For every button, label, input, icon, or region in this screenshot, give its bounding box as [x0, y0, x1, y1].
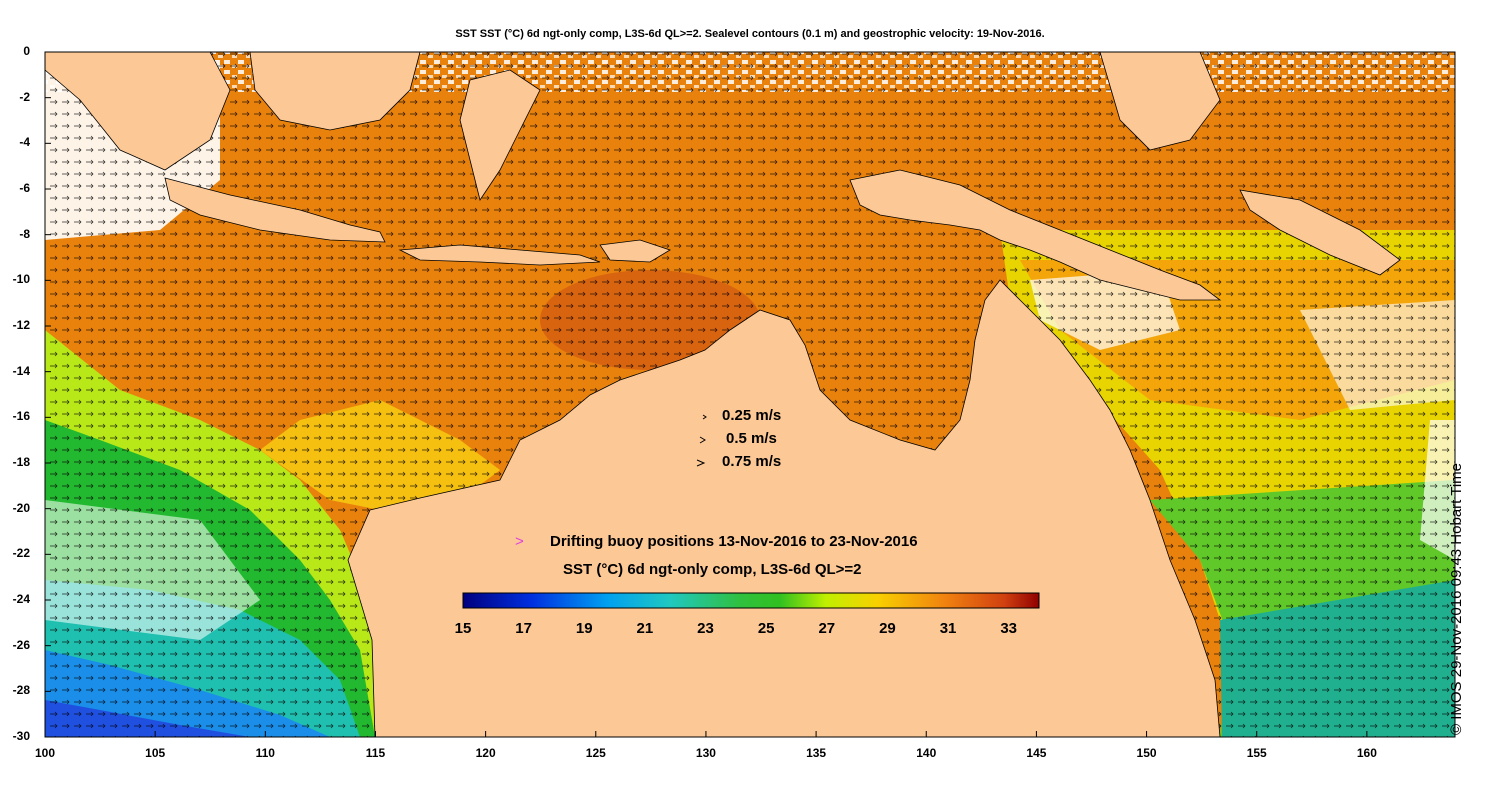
colorbar-tick-label: 27 [818, 620, 836, 637]
x-tick-label: 100 [34, 746, 56, 760]
velocity-legend-arrows [696, 414, 707, 467]
y-tick-label: -20 [12, 500, 30, 515]
colorbar-label: SST (°C) 6d ngt-only comp, L3S-6d QL>=2 [563, 561, 862, 578]
colorbar-tick-label: 29 [879, 620, 896, 637]
y-tick-label: 0 [23, 44, 30, 58]
y-tick-label: -6 [19, 181, 30, 195]
buoy-legend-label: Drifting buoy positions 13-Nov-2016 to 2… [550, 533, 918, 550]
x-tick-label: 110 [255, 746, 275, 760]
x-tick-label: 135 [806, 746, 827, 760]
colorbar-tick-label: 17 [515, 620, 532, 637]
velocity-legend-025: 0.25 m/s [722, 407, 782, 424]
y-tick-label: -16 [12, 409, 30, 424]
colorbar-tick-label: 25 [757, 620, 775, 637]
x-tick-label: 145 [1026, 746, 1047, 760]
x-tick-label: 150 [1136, 746, 1157, 760]
x-tick-label: 120 [475, 746, 496, 760]
colorbar [462, 592, 1040, 609]
x-tick-label: 125 [585, 746, 606, 760]
colorbar-tick-label: 33 [1000, 620, 1018, 637]
y-tick-label: -2 [19, 89, 30, 104]
colorbar-tick-label: 31 [939, 620, 957, 637]
velocity-legend-075: 0.75 m/s [722, 453, 782, 470]
x-tick-label: 140 [916, 746, 937, 760]
y-tick-label: -14 [12, 363, 30, 378]
y-tick-label: -26 [12, 637, 30, 652]
y-tick-label: -4 [19, 135, 30, 150]
map-title: SST SST (°C) 6d ngt-only comp, L3S-6d QL… [455, 28, 1045, 40]
x-tick-label: 155 [1246, 746, 1267, 760]
x-tick-label: 130 [695, 746, 716, 760]
credit-text: © IMOS 29-Nov-2016 09:43 Hobart Time [1448, 462, 1465, 735]
velocity-legend-05: 0.5 m/s [726, 430, 777, 447]
x-tick-label: 160 [1356, 746, 1377, 760]
colorbar-tick-label: 15 [454, 620, 472, 637]
x-tick-label: 105 [145, 746, 166, 760]
axis-ticks [44, 51, 1368, 738]
y-tick-label: -10 [12, 272, 30, 287]
colorbar-tick-label: 19 [575, 620, 593, 637]
y-tick-label: -8 [19, 226, 30, 241]
y-tick-label: -22 [12, 546, 30, 561]
colorbar-tick-label: 23 [697, 620, 714, 637]
y-tick-label: -18 [12, 455, 30, 469]
colorbar-tick-label: 21 [636, 620, 654, 637]
y-tick-label: -28 [12, 683, 30, 698]
y-tick-label: -30 [12, 729, 30, 743]
buoy-legend-symbol: > [515, 533, 524, 550]
y-tick-label: -24 [12, 592, 30, 606]
y-tick-label: -12 [12, 318, 30, 332]
x-tick-label: 115 [365, 746, 386, 760]
